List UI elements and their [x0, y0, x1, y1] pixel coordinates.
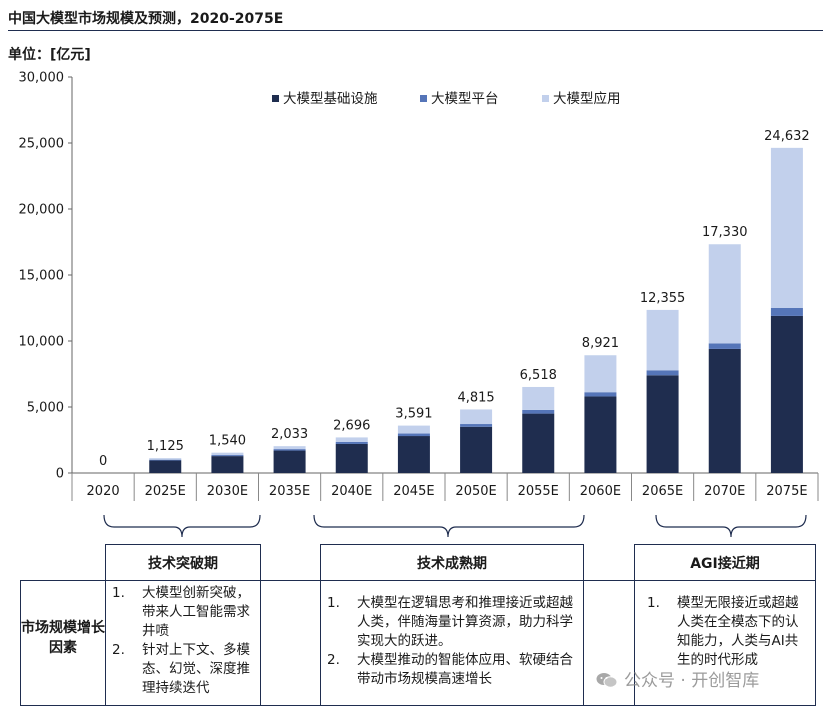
- bar-segment: [522, 413, 555, 473]
- total-label: 6,518: [520, 368, 557, 383]
- bar-segment: [708, 348, 741, 473]
- x-tick-label: 2050E: [455, 484, 496, 499]
- bar-segment: [335, 437, 368, 442]
- bar-segment: [522, 386, 555, 410]
- period-braces: [103, 514, 807, 538]
- x-tick-label: 2020: [87, 484, 120, 499]
- total-label: 3,591: [395, 407, 432, 422]
- x-tick-label: 2075E: [766, 484, 807, 499]
- bar-segment: [397, 425, 430, 434]
- list-item: 1. 大模型创新突破，带来人工智能需求井喷: [112, 585, 250, 639]
- title-divider: [8, 30, 823, 31]
- x-tick-label: 2070E: [704, 484, 745, 499]
- bar-segment: [708, 244, 741, 344]
- total-label: 2,033: [271, 427, 308, 442]
- y-tick-label: 5,000: [27, 401, 64, 416]
- bar-segment: [770, 308, 803, 316]
- y-axis: 0 5,000 10,000 15,000 20,000 25,000 30,000: [19, 71, 73, 482]
- factor-label: 市场规模增长因素: [21, 620, 105, 656]
- bar-segment: [460, 426, 493, 473]
- x-tick-label: 2045E: [393, 484, 434, 499]
- total-label: 24,632: [764, 129, 810, 144]
- bar-segment: [273, 450, 306, 473]
- x-axis: 2020 2025E 2030E 2035E 2040E 2045E 2050E 2055E 2…: [71, 472, 819, 501]
- legend-swatch: [272, 95, 279, 102]
- bar-segment: [522, 409, 555, 414]
- list-item: 1. 大模型在逻辑思考和推理接近或超越人类，伴随海量计算资源，助力科学实现大的跃进…: [327, 595, 573, 649]
- bar-segment: [397, 433, 430, 437]
- bar-segment: [273, 449, 306, 451]
- x-tick-label: 2040E: [331, 484, 372, 499]
- bar-segment: [335, 441, 368, 444]
- bar-segment: [211, 455, 244, 457]
- legend: 大模型基础设施 大模型平台 大模型应用: [272, 90, 621, 107]
- market-size-chart: 0 5,000 10,000 15,000 20,000 25,000 30,000 202…: [19, 71, 819, 538]
- bar-segment: [460, 424, 493, 427]
- y-tick-label: 25,000: [19, 137, 65, 152]
- total-label: 12,355: [640, 291, 686, 306]
- period-brace: [103, 514, 261, 538]
- bar-segment: [770, 147, 803, 308]
- total-label: 1,125: [147, 439, 184, 454]
- bar-segment: [149, 458, 182, 460]
- x-tick-label: 2035E: [269, 484, 310, 499]
- x-tick-label: 2065E: [642, 484, 683, 499]
- list-item: 1. 模型无限接近或超越人类在全模态下的认知能力，人类与AI共生的时代形成: [647, 595, 799, 668]
- bar-segment: [460, 409, 493, 425]
- bar-segment: [273, 446, 306, 450]
- legend-label: 大模型基础设施: [283, 90, 378, 107]
- x-tick-label: 2025E: [145, 484, 186, 499]
- bar-segment: [149, 460, 182, 473]
- bar-segment: [211, 456, 244, 473]
- phase-title-agi: AGI接近期: [634, 544, 816, 580]
- watermark-text: 公众号 · 开创智库: [624, 671, 760, 691]
- bar-segment: [584, 392, 617, 397]
- y-tick-label: 10,000: [19, 335, 65, 350]
- bar-segment: [149, 459, 182, 461]
- y-tick-label: 20,000: [19, 203, 65, 218]
- phase-body-breakthrough: 1. 大模型创新突破，带来人工智能需求井喷 2. 针对上下文、多模态、幻觉、深度推理…: [105, 580, 261, 706]
- y-tick-label: 15,000: [19, 269, 65, 284]
- x-tick-label: 2055E: [518, 484, 559, 499]
- bar-segment: [335, 443, 368, 473]
- legend-swatch: [420, 95, 427, 102]
- chart-title: 中国大模型市场规模及预测，2020-2075E: [8, 11, 284, 27]
- x-tick-label: 2060E: [580, 484, 621, 499]
- list-item: 2. 针对上下文、多模态、幻觉、深度推理持续迭代: [112, 642, 250, 696]
- total-label: 4,815: [457, 390, 494, 405]
- y-tick-label: 30,000: [19, 71, 65, 86]
- bar-segment: [770, 315, 803, 473]
- legend-label: 大模型应用: [553, 90, 621, 107]
- bar-segment: [708, 343, 741, 349]
- wechat-icon: [596, 673, 618, 688]
- period-brace: [313, 514, 585, 538]
- bar-segment: [584, 355, 617, 393]
- legend-label: 大模型平台: [431, 91, 499, 107]
- bar-segment: [646, 309, 679, 371]
- watermark: 公众号 · 开创智库: [596, 666, 759, 691]
- total-label: 2,696: [333, 418, 370, 433]
- bar-segment: [646, 375, 679, 473]
- bar-segment: [584, 396, 617, 473]
- phase-title-breakthrough: 技术突破期: [105, 544, 261, 580]
- phase-body-mature: 1. 大模型在逻辑思考和推理接近或超越人类，伴随海量计算资源，助力科学实现大的跃进…: [320, 580, 584, 706]
- total-label: 8,921: [582, 336, 619, 351]
- legend-swatch: [542, 95, 549, 102]
- phase-body-agi: 1. 模型无限接近或超越人类在全模态下的认知能力，人类与AI共生的时代形成: [634, 580, 816, 706]
- x-tick-label: 2030E: [207, 484, 248, 499]
- total-label: 17,330: [702, 225, 748, 240]
- bar-segment: [211, 452, 244, 456]
- bar-series: [149, 147, 803, 473]
- y-tick-label: 0: [56, 467, 64, 482]
- total-label: 0: [99, 454, 107, 469]
- bar-segment: [646, 370, 679, 376]
- total-label: 1,540: [209, 434, 246, 449]
- unit-label: 单位：[亿元]: [8, 47, 91, 63]
- period-brace: [655, 514, 807, 538]
- bar-segment: [397, 436, 430, 473]
- list-item: 2. 大模型推动的智能体应用、软硬结合带动市场规模高速增长: [327, 652, 573, 687]
- phase-title-mature: 技术成熟期: [320, 544, 584, 580]
- total-labels: 0 1,125 1,540 2,033 2,696 3,591 4,815 6,518 8,92…: [99, 129, 810, 469]
